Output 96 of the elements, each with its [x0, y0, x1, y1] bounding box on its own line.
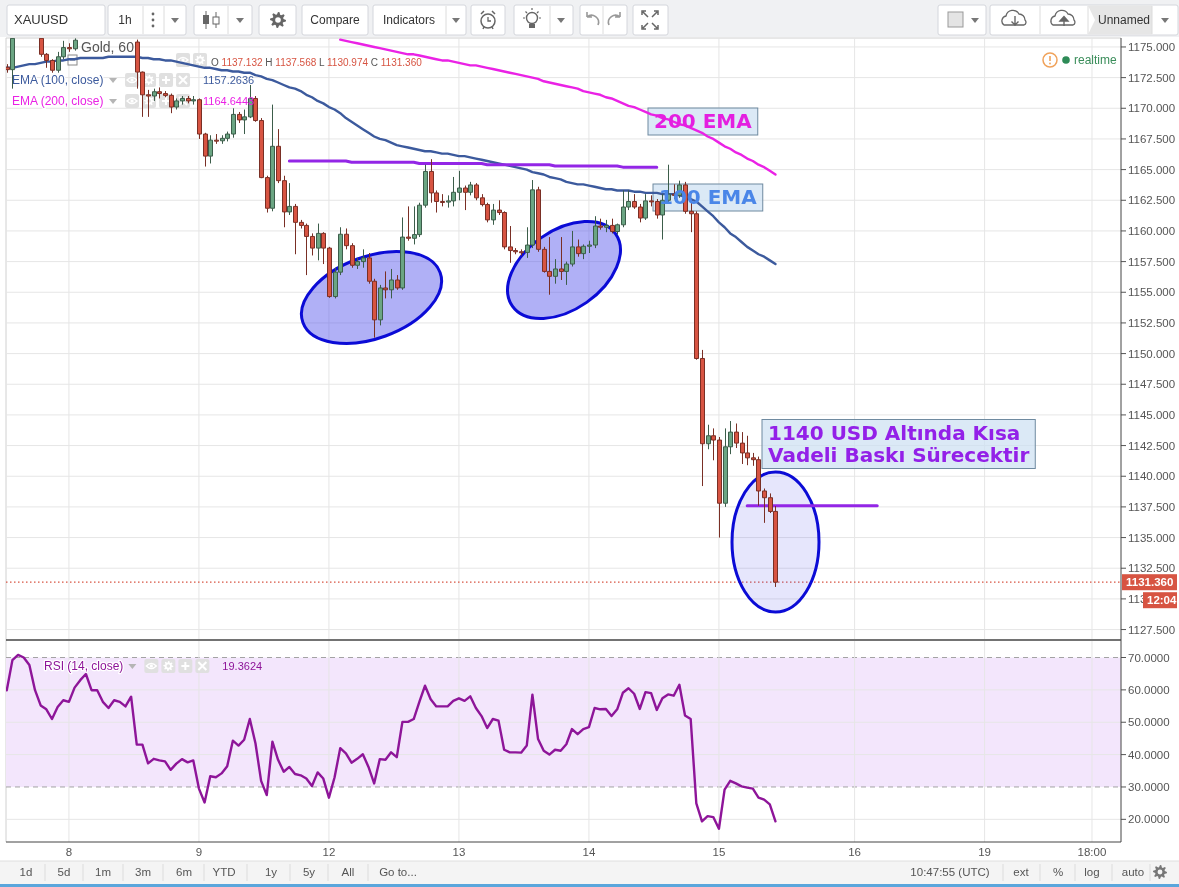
y-tick-label: 1142.500: [1128, 439, 1176, 452]
candlestick: [559, 236, 564, 281]
x-tick-label: 19: [978, 846, 991, 858]
y-tick-label: 50.0000: [1128, 716, 1170, 729]
candlestick: [491, 203, 496, 226]
text: 10:47:55 (UTC): [910, 866, 990, 878]
candlestick: [389, 268, 394, 299]
y-tick-label: 1140.000: [1128, 470, 1176, 483]
x-tick-label: 12: [322, 846, 336, 858]
annotation: 1157.2636: [203, 74, 255, 86]
text: log: [1084, 866, 1100, 878]
series-label: RSI (14, close): [44, 659, 124, 673]
text: 6m: [176, 866, 192, 878]
y-tick-label: 1137.500: [1128, 500, 1176, 513]
text: Indicators: [382, 13, 436, 27]
candlestick: [706, 424, 711, 450]
y-tick-label: 40.0000: [1128, 748, 1170, 761]
text: 5d: [57, 866, 71, 878]
candlestick: [270, 104, 275, 212]
candlestick: [208, 134, 213, 164]
y-tick-label: 1170.000: [1128, 102, 1176, 115]
text: 1d: [19, 866, 33, 878]
y-tick-label: 1165.000: [1128, 163, 1176, 176]
candlestick: [395, 274, 400, 291]
text: 3m: [135, 866, 151, 878]
line-series: [6, 653, 777, 830]
text: Unnamed: [1097, 13, 1151, 27]
candlestick: [610, 218, 615, 234]
candlestick: [643, 193, 648, 221]
y-tick-label: 1160.000: [1128, 224, 1176, 237]
y-tick-label: 70.0000: [1128, 651, 1170, 664]
candlestick: [10, 38, 15, 90]
y-tick-label: 1150.000: [1128, 347, 1176, 360]
text: auto: [1121, 866, 1145, 878]
candlestick: [383, 270, 388, 299]
text: EMA (200, close): [12, 94, 104, 108]
x-tick-label: 8: [65, 846, 73, 858]
candlestick: [468, 181, 473, 196]
candlestick: [598, 218, 603, 231]
candlestick: [73, 38, 78, 52]
text: O 1137.132 H 1137.568 L 1130.974 C 1131.360: [211, 57, 423, 68]
y-tick-label: 1167.500: [1128, 132, 1176, 145]
candlestick: [214, 133, 219, 145]
x-tick-label: 18:00: [1077, 846, 1107, 858]
y-tick-label: 1155.000: [1128, 286, 1176, 299]
candlestick: [406, 205, 411, 242]
candlestick: [67, 42, 72, 53]
text: 12:04: [1147, 594, 1178, 607]
candlestick: [6, 63, 10, 74]
y-tick-label: 1175.000: [1128, 40, 1176, 53]
y-tick-label: 1145.000: [1128, 408, 1176, 421]
text: Compare: [310, 13, 360, 27]
y-tick-label: 1127.500: [1128, 623, 1176, 636]
text: Go to...: [379, 866, 417, 878]
text: 1y: [264, 866, 278, 878]
ref-line-label: 1131.360: [1126, 576, 1174, 589]
y-tick-label: 1172.500: [1128, 71, 1176, 84]
candlestick: [576, 239, 581, 258]
candlestick: [316, 223, 321, 261]
x-tick-label: 9: [195, 846, 203, 858]
line-series: [287, 159, 659, 169]
text: All: [341, 866, 355, 878]
candlestick: [463, 185, 468, 211]
text: 1h: [118, 13, 132, 27]
candlestick: [378, 284, 383, 326]
candlestick: [191, 95, 196, 106]
candlestick: [553, 258, 558, 285]
candlestick: [237, 111, 242, 124]
chart-title: Gold, 60: [81, 39, 135, 55]
candlestick: [604, 219, 609, 233]
x-tick-label: 16: [848, 846, 861, 858]
y-tick-label: 1157.500: [1128, 255, 1176, 268]
text: 1m: [95, 866, 111, 878]
x-tick-label: 14: [582, 846, 596, 858]
x-tick-label: 15: [712, 846, 726, 858]
annotation: 1140 USD Altında Kısa Vadeli Baskı Sürecektir: [768, 420, 1030, 467]
y-tick-label: 1135.000: [1128, 531, 1176, 544]
y-tick-label: 1132.500: [1128, 562, 1176, 575]
text: YTD: [212, 866, 236, 878]
annotation: 19.3624: [222, 660, 263, 672]
series-label: EMA (100, close): [12, 73, 104, 87]
text: 5y: [302, 866, 316, 878]
candlestick: [287, 182, 292, 216]
text: %: [1052, 866, 1064, 878]
x-tick-label: 13: [452, 846, 466, 858]
y-tick-label: 1152.500: [1128, 316, 1176, 329]
y-tick-label: 1162.500: [1128, 194, 1176, 207]
y-tick-label: 60.0000: [1128, 683, 1170, 696]
y-tick-label: 30.0000: [1128, 780, 1170, 793]
candlestick: [400, 216, 405, 291]
y-tick-label: 1147.500: [1128, 378, 1176, 391]
text: ext: [1013, 866, 1030, 878]
y-tick-label: 20.0000: [1128, 813, 1170, 826]
candlestick: [152, 88, 157, 102]
annotation: realtime: [1074, 53, 1118, 67]
text: XAUUSD: [14, 12, 69, 27]
